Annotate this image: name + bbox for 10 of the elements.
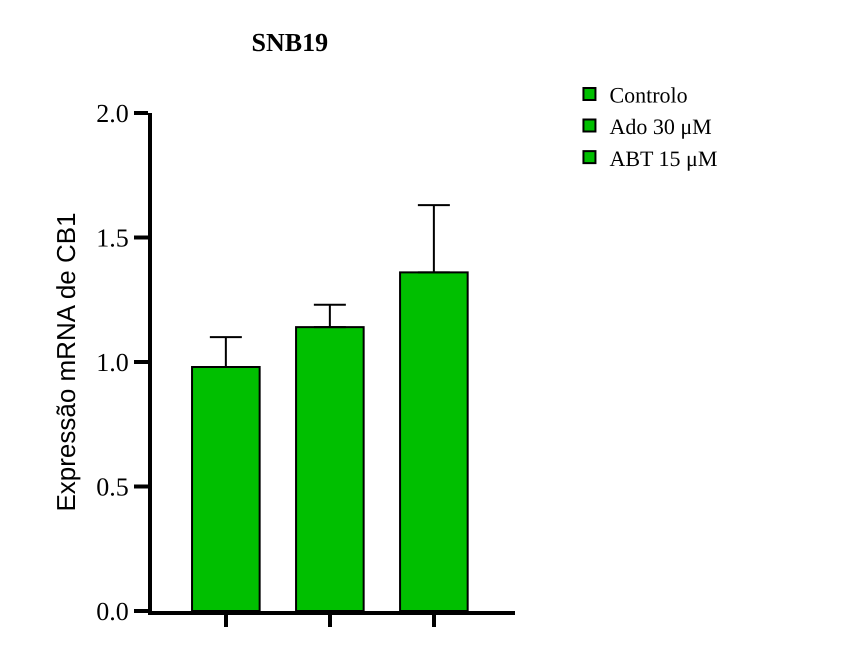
y-axis-title: Expressão mRNA de CB1 bbox=[51, 212, 82, 512]
legend-label: Controlo bbox=[609, 82, 688, 108]
y-tick-label: 1.5 bbox=[96, 224, 129, 253]
y-tick-label: 1.0 bbox=[96, 348, 129, 378]
y-tick-label: 0.0 bbox=[96, 597, 129, 626]
legend-label: ABT 15 μM bbox=[609, 146, 718, 171]
legend-label: Ado 30 μM bbox=[609, 114, 712, 140]
chart-title: SNB19 bbox=[251, 28, 328, 57]
y-tick-label: 2.0 bbox=[96, 99, 129, 128]
y-tick-label: 0.5 bbox=[96, 472, 129, 502]
